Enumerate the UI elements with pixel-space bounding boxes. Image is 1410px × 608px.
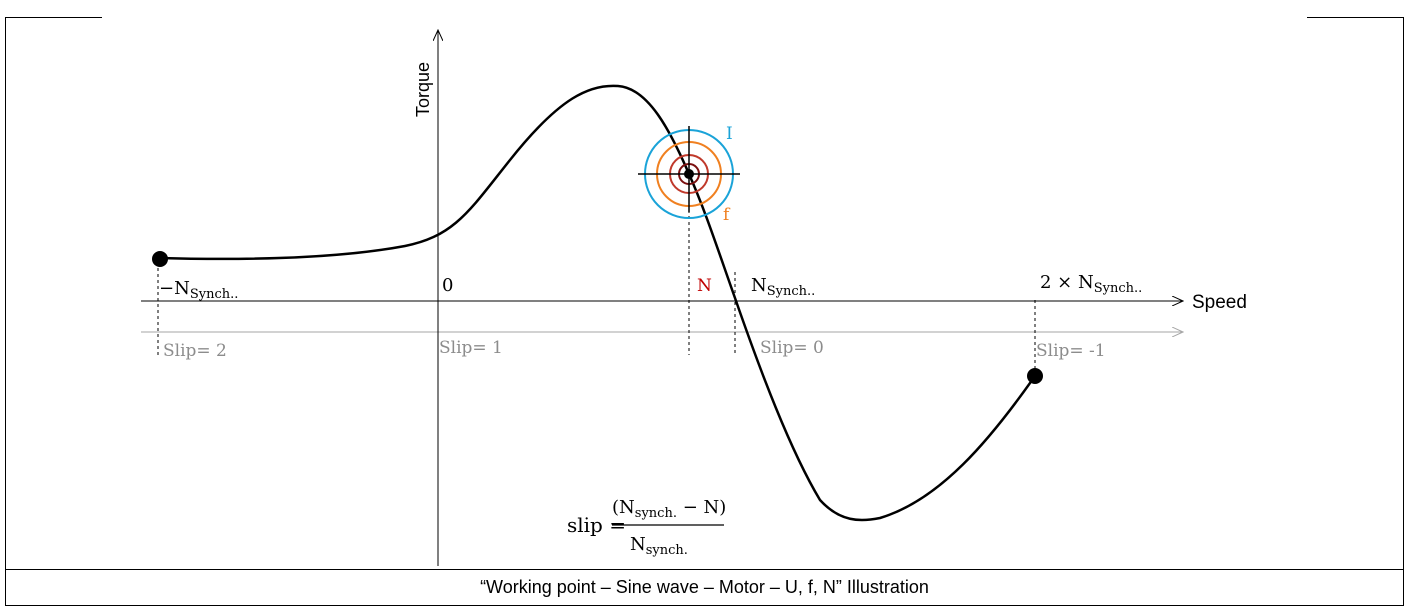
curve-start-point: [152, 251, 168, 267]
slip-neg1-label: Slip= -1: [1036, 341, 1106, 361]
torque-axis-label: Torque: [413, 62, 433, 117]
formula-denominator: Nsynch.: [630, 534, 688, 558]
slip-2-label: Slip= 2: [163, 341, 227, 361]
frame-top-left-rule: [5, 17, 102, 18]
figure-caption: “Working point – Sine wave – Motor – U, …: [5, 569, 1404, 606]
slip-1-label: Slip= 1: [439, 338, 503, 358]
formula-numerator: (Nsynch. − N): [612, 497, 726, 521]
neg-sync-label: −NSynch..: [159, 278, 238, 302]
speed-axis-label: Speed: [1192, 292, 1247, 313]
torque-speed-curve: [157, 84, 1037, 522]
working-point: [684, 169, 694, 179]
zero-label: 0: [442, 275, 453, 296]
sync-label: NSynch..: [751, 275, 815, 299]
slip-formula: slip = (Nsynch. − N) Nsynch.: [567, 497, 726, 558]
current-label: I: [726, 124, 733, 144]
curve-end-point: [1027, 368, 1043, 384]
frame-top-right-rule: [1307, 17, 1404, 18]
slip-0-label: Slip= 0: [760, 338, 824, 358]
n-label: N: [697, 276, 712, 296]
caption-text: “Working point – Sine wave – Motor – U, …: [480, 577, 929, 597]
two-sync-label: 2 × NSynch..: [1040, 272, 1142, 296]
frequency-label: f: [723, 205, 731, 225]
